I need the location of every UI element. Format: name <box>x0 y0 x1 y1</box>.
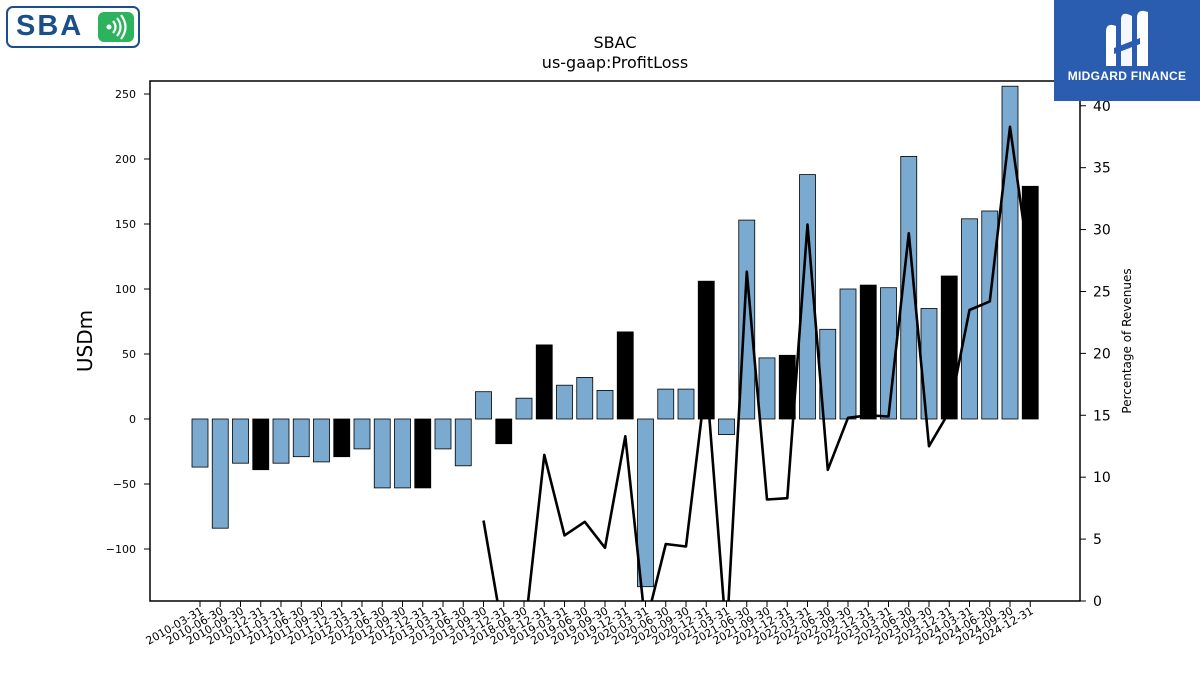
bar-2024-03-31 <box>961 218 978 420</box>
bar-2013-12-31 <box>495 418 513 445</box>
chart-title: SBAC <box>593 33 637 52</box>
y-axis-label: USDm <box>73 310 97 372</box>
bar-2019-09-30 <box>596 389 614 420</box>
bar-2013-09-30 <box>475 391 492 420</box>
bar-2022-12-31 <box>859 284 877 420</box>
bar-2020-09-30 <box>677 388 695 420</box>
y2-tick-label: 5 <box>1093 532 1102 548</box>
bar-2012-12-31 <box>414 418 432 489</box>
y-tick-label: 100 <box>115 283 136 296</box>
bar-2023-06-30 <box>900 155 918 420</box>
bar-2019-06-30 <box>576 376 594 420</box>
bar-2019-12-31 <box>616 331 634 420</box>
bar-2010-12-31 <box>252 418 270 471</box>
bar-2011-03-31 <box>272 418 290 464</box>
bar-2021-03-31 <box>718 418 735 436</box>
bar-2020-03-31 <box>637 418 654 588</box>
bar-2018-09-30 <box>515 397 533 420</box>
signal-icon <box>98 12 134 42</box>
y-tick-label: 150 <box>115 218 136 231</box>
y2-tick-label: 15 <box>1093 408 1111 424</box>
chart-subtitle: us-gaap:ProfitLoss <box>541 53 689 72</box>
y2-tick-label: 0 <box>1093 594 1102 610</box>
bar-2020-12-31 <box>697 280 715 420</box>
midgard-logo-text: MIDGARD FINANCE <box>1067 69 1187 83</box>
y2-tick-label: 35 <box>1093 161 1111 177</box>
bar-2010-09-30 <box>232 418 249 464</box>
midgard-mark-icon <box>1106 10 1148 66</box>
y2-axis-label: Percentage of Revenues <box>1120 268 1134 413</box>
bar-2010-03-31 <box>191 418 209 468</box>
bar-2010-06-30 <box>211 418 229 529</box>
y2-tick-label: 25 <box>1093 284 1111 300</box>
plot-frame <box>149 80 1081 602</box>
bar-2012-03-31 <box>353 418 371 450</box>
bar-2020-06-30 <box>657 388 675 420</box>
y2-tick-label: 30 <box>1093 223 1111 239</box>
bar-2024-12-31 <box>1021 185 1039 420</box>
bar-2011-12-31 <box>333 418 351 458</box>
y2-tick-label: 20 <box>1093 346 1111 362</box>
bar-2012-06-30 <box>373 418 391 489</box>
bar-2011-06-30 <box>292 418 310 458</box>
bar-2012-09-30 <box>394 418 411 489</box>
bar-2013-03-31 <box>434 418 452 450</box>
bar-2018-12-31 <box>535 344 553 420</box>
bar-2021-06-30 <box>738 219 756 420</box>
y2-tick-label: 40 <box>1093 99 1111 115</box>
y-tick-label: 50 <box>122 348 136 361</box>
y-tick-label: −100 <box>106 543 136 556</box>
bar-2021-09-30 <box>758 357 776 420</box>
bar-2023-12-31 <box>940 275 958 420</box>
y-tick-label: 200 <box>115 153 136 166</box>
bar-2013-06-30 <box>454 418 472 467</box>
y-tick-label: 250 <box>115 88 136 101</box>
bar-2022-09-30 <box>839 288 857 420</box>
y-tick-label: 0 <box>129 413 136 426</box>
percent-of-revenues-line <box>482 125 1032 601</box>
bar-2023-03-31 <box>880 287 897 420</box>
sba-logo: SBA <box>6 6 140 48</box>
midgard-finance-logo: MIDGARD FINANCE <box>1054 0 1200 101</box>
bar-2022-03-31 <box>799 174 816 420</box>
bar-2023-09-30 <box>920 308 938 420</box>
bar-2011-09-30 <box>313 418 330 463</box>
bar-2019-03-31 <box>556 384 573 420</box>
sba-logo-text: SBA <box>16 10 84 42</box>
y2-tick-label: 10 <box>1093 470 1111 486</box>
y-tick-label: −50 <box>113 478 136 491</box>
